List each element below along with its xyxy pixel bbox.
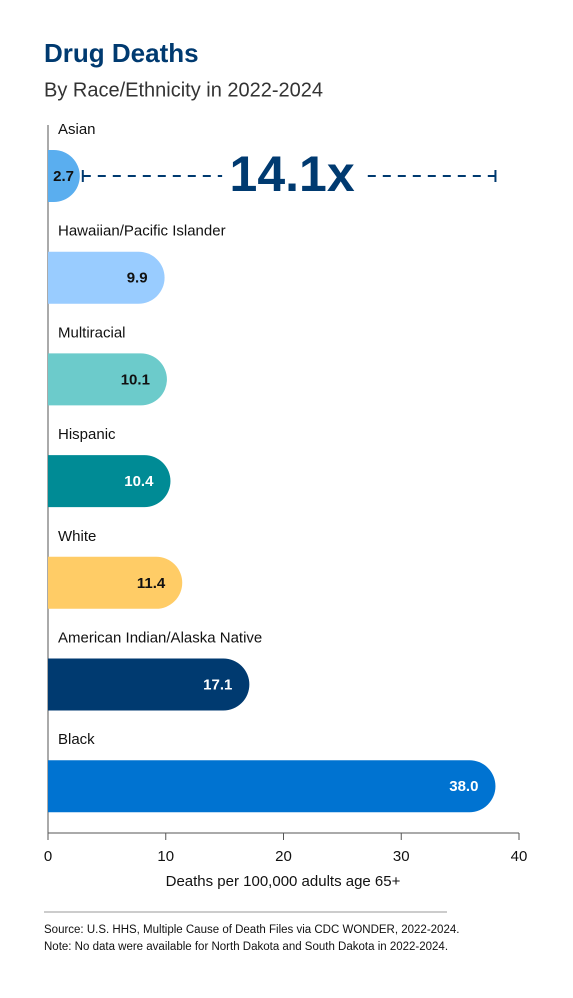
bar	[48, 455, 171, 508]
bar	[48, 760, 496, 813]
bar	[48, 353, 167, 406]
x-axis-label: Deaths per 100,000 adults age 65+	[166, 873, 401, 890]
category-label: Hawaiian/Pacific Islander	[58, 223, 226, 240]
annotation: 14.1x	[230, 146, 355, 202]
source-note: Note: No data were available for North D…	[44, 941, 448, 953]
category-label: American Indian/Alaska Native	[58, 629, 262, 646]
x-tick-label: 0	[44, 848, 52, 865]
x-tick-label: 30	[393, 848, 410, 865]
category-label: White	[58, 528, 96, 545]
bar	[48, 251, 165, 304]
value-label: 2.7	[53, 168, 74, 185]
bar	[48, 150, 80, 202]
source-note: Source: U.S. HHS, Multiple Cause of Deat…	[44, 924, 459, 936]
x-tick-label: 20	[275, 848, 292, 865]
annotation-bg	[222, 150, 363, 202]
x-tick-label: 40	[511, 848, 528, 865]
value-label: 9.9	[127, 270, 148, 287]
category-label: Black	[58, 731, 95, 748]
chart-subtitle: By Race/Ethnicity in 2022-2024	[44, 79, 323, 101]
chart-title: Drug Deaths	[44, 38, 199, 68]
value-label: 10.4	[124, 473, 154, 490]
bar	[48, 658, 250, 711]
x-tick-label: 10	[157, 848, 174, 865]
category-label: Multiracial	[58, 324, 126, 341]
value-label: 17.1	[203, 676, 232, 693]
value-label: 11.4	[137, 575, 166, 592]
bar	[48, 556, 183, 609]
value-label: 10.1	[121, 371, 150, 388]
category-label: Hispanic	[58, 426, 116, 443]
category-label: Asian	[58, 121, 96, 138]
value-label: 38.0	[449, 778, 478, 795]
